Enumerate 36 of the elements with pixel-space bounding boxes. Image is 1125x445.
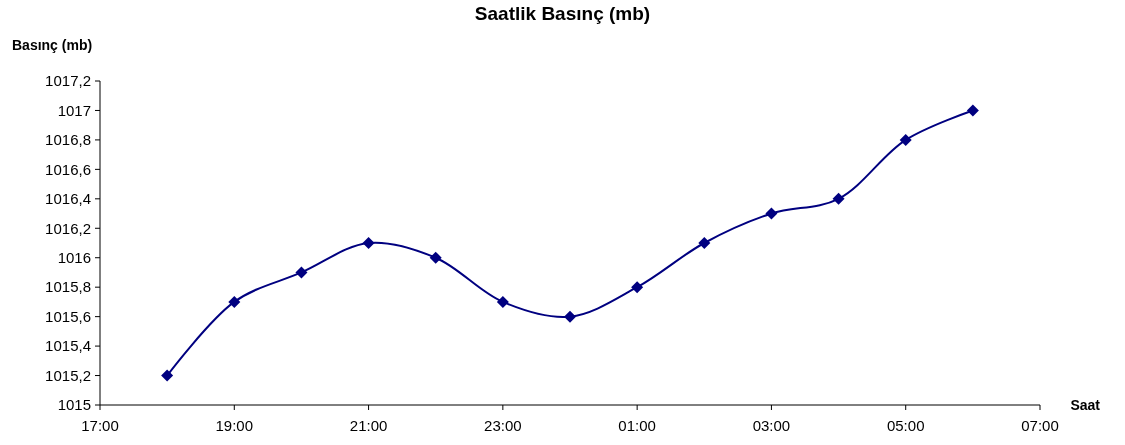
point — [832, 192, 845, 205]
point — [765, 207, 778, 220]
x-tick-label: 05:00 — [886, 417, 925, 434]
point — [161, 369, 174, 382]
x-tick-label: 21:00 — [349, 417, 388, 434]
x-tick-label: 01:00 — [618, 417, 656, 434]
point — [698, 237, 711, 249]
y-tick-label: 1015 — [57, 396, 91, 414]
x-tick-label: 23:00 — [484, 417, 522, 434]
point — [295, 266, 308, 279]
point — [966, 104, 979, 117]
y-tick-label: 1015,6 — [45, 307, 91, 325]
y-tick-label: 1016 — [57, 248, 91, 266]
point — [631, 281, 644, 294]
x-tick-label: 19:00 — [215, 417, 254, 434]
y-axis-title: Basınç (mb) — [12, 37, 93, 53]
point — [429, 251, 442, 264]
y-tick-label: 1017,2 — [45, 72, 91, 90]
y-tick-label: 1016,6 — [45, 160, 91, 178]
y-tick-label: 1017 — [57, 101, 91, 119]
y-tick-label: 1015,4 — [45, 337, 91, 355]
chart-title: Saatlik Basınç (mb) — [474, 3, 651, 24]
y-tick-label: 1015,2 — [45, 366, 91, 384]
x-tick-label: 03:00 — [752, 417, 791, 434]
point — [362, 237, 375, 249]
y-tick-label: 1015,8 — [45, 278, 91, 296]
point — [899, 133, 912, 146]
x-tick-label: 17:00 — [81, 417, 119, 434]
point — [496, 295, 509, 308]
point — [564, 310, 576, 323]
y-tick-label: 1016,2 — [45, 219, 91, 237]
y-tick-label: 1016,8 — [45, 131, 91, 149]
y-tick-label: 1016,4 — [45, 190, 91, 208]
point — [228, 295, 241, 308]
x-tick-label: 07:00 — [1021, 417, 1059, 434]
x-axis-title: Saat — [1070, 397, 1101, 413]
